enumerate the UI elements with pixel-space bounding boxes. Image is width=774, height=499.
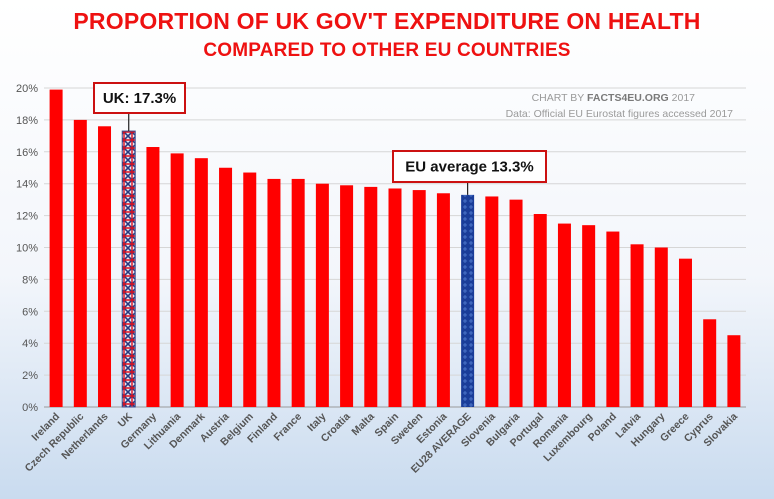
bar <box>364 186 378 407</box>
bar <box>654 247 668 407</box>
bar <box>678 258 692 407</box>
bar <box>388 188 402 407</box>
bar <box>121 130 136 408</box>
bar <box>98 126 112 407</box>
y-tick-label: 4% <box>22 338 38 350</box>
bar <box>557 223 571 407</box>
callout-box <box>392 150 547 183</box>
bar <box>727 335 741 407</box>
bar <box>243 172 257 407</box>
bar <box>630 244 644 407</box>
y-tick-label: 6% <box>22 306 38 318</box>
callout-box <box>93 82 186 114</box>
bar <box>267 178 281 407</box>
bar <box>194 158 208 407</box>
y-tick-label: 12% <box>16 211 38 223</box>
bar <box>49 89 63 407</box>
bar <box>340 185 354 407</box>
bar <box>461 194 475 407</box>
bar <box>509 199 523 407</box>
y-tick-label: 20% <box>16 83 38 95</box>
bar <box>606 231 620 407</box>
y-tick-label: 2% <box>22 370 38 382</box>
chart-subtitle: COMPARED TO OTHER EU COUNTRIES <box>203 40 571 61</box>
bar <box>533 214 547 407</box>
bar <box>485 196 499 407</box>
bar <box>291 178 305 407</box>
callout-label: EU average 13.3% <box>405 159 533 176</box>
bar <box>170 153 184 407</box>
bar <box>412 190 426 407</box>
chart-credit: CHART BY FACTS4EU.ORG 2017 <box>532 92 696 104</box>
bar <box>582 225 596 407</box>
x-tick-label: UK <box>116 410 136 430</box>
y-tick-label: 8% <box>22 274 38 286</box>
callout-label: UK: 17.3% <box>103 90 176 107</box>
chart-source: Data: Official EU Eurostat figures acces… <box>506 108 734 120</box>
y-tick-label: 14% <box>16 179 38 191</box>
bar <box>219 167 233 407</box>
bar <box>146 147 160 407</box>
y-tick-label: 16% <box>16 147 38 159</box>
bar <box>315 183 329 407</box>
y-tick-label: 10% <box>16 243 38 255</box>
chart-title: PROPORTION OF UK GOV'T EXPENDITURE ON HE… <box>73 8 701 34</box>
x-tick-label: Malta <box>349 411 377 439</box>
y-axis: 0% 2% 4% 6% 8% 10% 12% 14% 16% 18% 20% <box>16 83 38 414</box>
y-tick-label: 0% <box>22 402 38 414</box>
bar <box>73 119 87 408</box>
bar <box>436 193 450 407</box>
callouts: UK: 17.3% EU average 13.3% <box>93 82 547 195</box>
y-tick-label: 18% <box>16 115 38 127</box>
bar <box>703 319 717 407</box>
bars <box>49 89 741 408</box>
